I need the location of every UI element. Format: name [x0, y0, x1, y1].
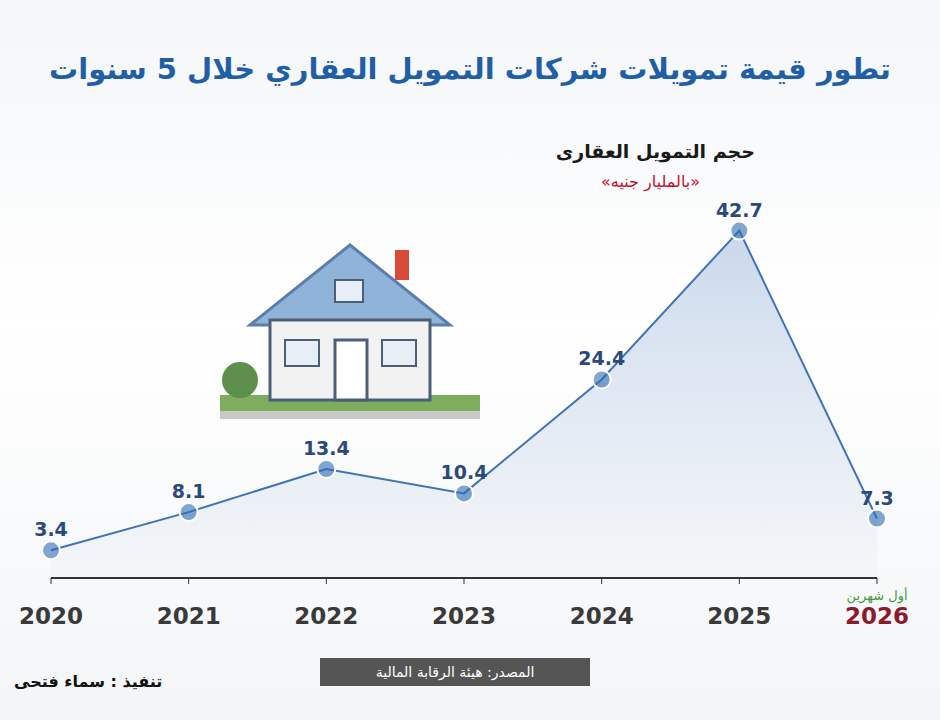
svg-text:2022: 2022	[294, 603, 358, 629]
svg-text:2020: 2020	[19, 603, 83, 629]
svg-text:42.7: 42.7	[716, 199, 763, 221]
html-text:المصدر: هيئة الرقابة المالية: المصدر: هيئة الرقابة المالية	[375, 664, 535, 680]
svg-text:2025: 2025	[707, 603, 771, 629]
svg-text:24.4: 24.4	[578, 347, 625, 369]
svg-text:13.4: 13.4	[303, 437, 350, 459]
html-text:تنفيذ : سماء فتحى: تنفيذ : سماء فتحى	[14, 672, 163, 691]
html-text:حجم التمويل العقارى: حجم التمويل العقارى	[555, 140, 755, 162]
svg-text:2021: 2021	[157, 603, 221, 629]
svg-text:أول شهرين: أول شهرين	[846, 587, 907, 604]
svg-text:7.3: 7.3	[860, 487, 894, 509]
svg-text:10.4: 10.4	[441, 461, 488, 483]
svg-text:2026: 2026	[845, 603, 909, 629]
html-text:«بالمليار جنيه»: «بالمليار جنيه»	[601, 172, 700, 191]
svg-text:2023: 2023	[432, 603, 496, 629]
svg-text:3.4: 3.4	[34, 518, 68, 540]
svg-text:8.1: 8.1	[172, 480, 206, 502]
html-text:تطور قيمة تمويلات شركات التموي: تطور قيمة تمويلات شركات التمويل العقاري …	[49, 52, 891, 86]
svg-text:2024: 2024	[570, 603, 634, 629]
